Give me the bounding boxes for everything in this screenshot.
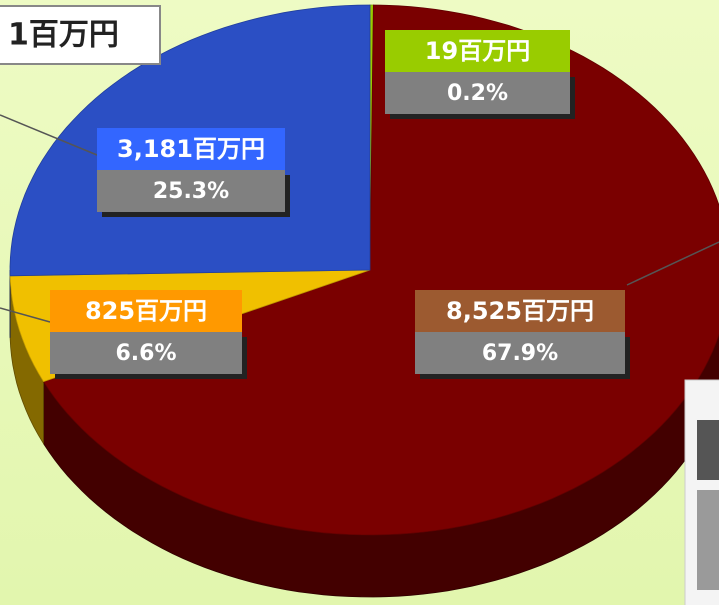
- leader-line: [0, 307, 51, 323]
- percent-label: 67.9%: [482, 341, 558, 366]
- value-label-box: [97, 128, 285, 170]
- percent-label: 6.6%: [115, 341, 176, 366]
- labels: 19百万円 0.2% 8,525百万円 67.9% 825百万円 6.6% 3,181百万円…: [50, 30, 630, 379]
- value-label: 8,525百万円: [446, 297, 594, 325]
- percent-label: 0.2%: [447, 81, 508, 106]
- unit-box: [0, 5, 161, 65]
- value-label-box: [385, 30, 570, 72]
- percent-label-box: [415, 332, 625, 374]
- value-label: 3,181百万円: [117, 135, 265, 163]
- value-label: 825百万円: [85, 297, 207, 325]
- unit-label: 1百万円: [8, 18, 119, 53]
- slice: [42, 4, 719, 536]
- value-label: 19百万円: [425, 37, 530, 65]
- value-label-box: [50, 290, 242, 332]
- value-label-box: [415, 290, 625, 332]
- percent-label-box: [97, 170, 285, 212]
- leader-line: [626, 241, 719, 286]
- percent-label: 25.3%: [153, 179, 229, 204]
- leader-line: [0, 114, 98, 156]
- percent-label-box: [50, 332, 242, 374]
- percent-label-box: [385, 72, 570, 114]
- photo: [684, 379, 719, 605]
